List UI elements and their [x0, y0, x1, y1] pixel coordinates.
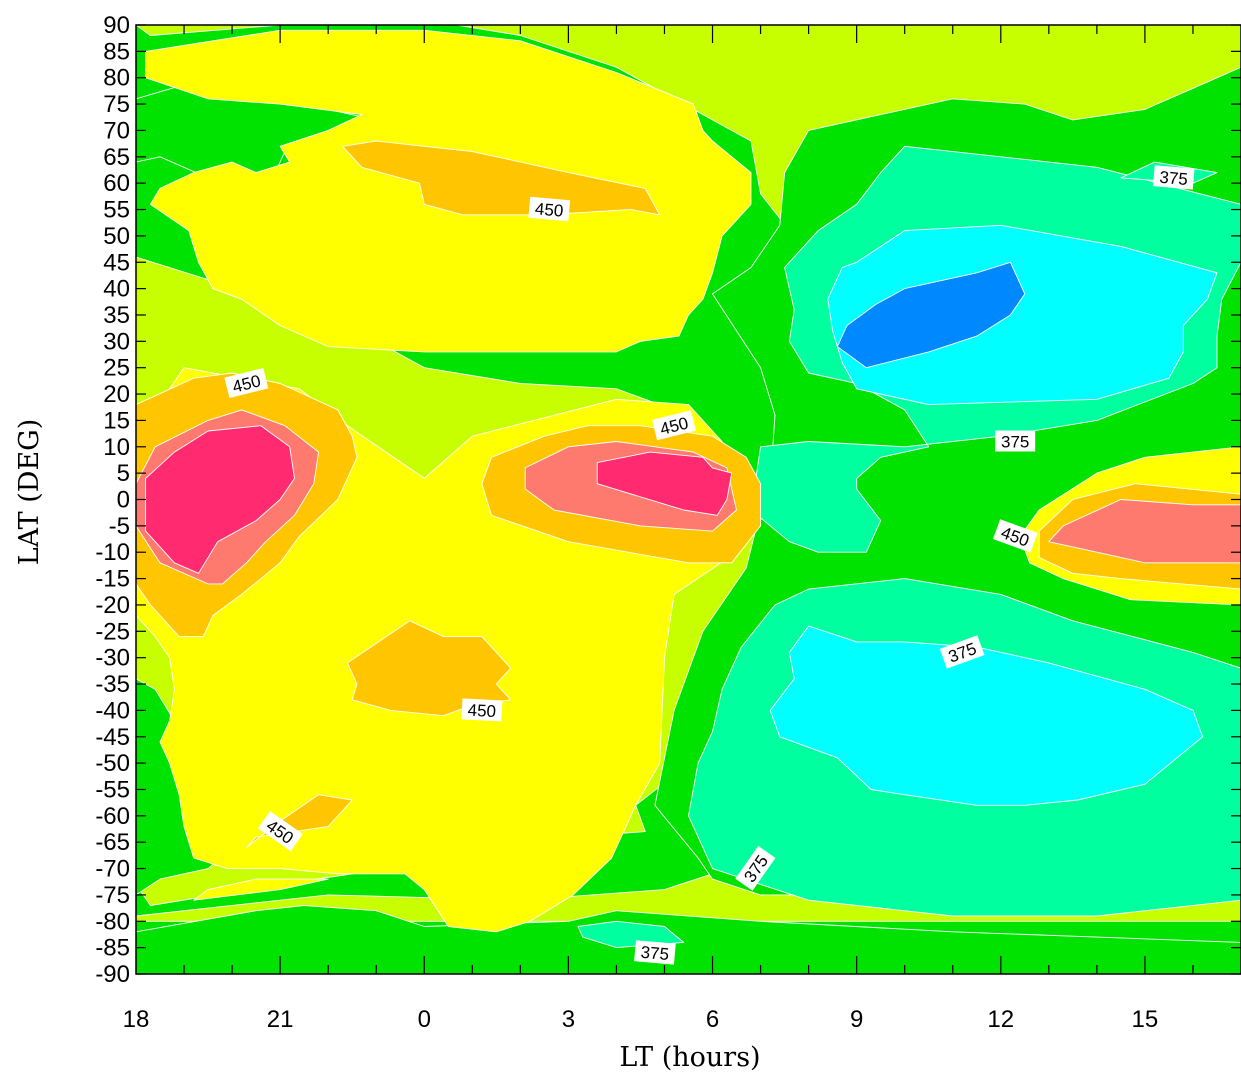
y-tick-label: 30	[103, 328, 130, 355]
y-tick-label: 75	[103, 91, 130, 118]
y-tick-label: -80	[95, 908, 130, 935]
x-tick-label: 21	[267, 1006, 294, 1033]
y-tick-label: -85	[95, 935, 130, 962]
y-tick-label: -45	[95, 724, 130, 751]
contour-region-upper-cyan	[827, 224, 1218, 406]
contour-region-lower-orange	[346, 620, 512, 717]
y-tick-label: 5	[117, 460, 130, 487]
contour-regions	[136, 25, 1241, 974]
contour-label: 375	[995, 430, 1036, 452]
y-tick-label: -65	[95, 829, 130, 856]
x-axis: 18 21 0 3 6 9 12 15	[123, 25, 1194, 1033]
contour-region-right-salmon	[1048, 499, 1241, 564]
contour-region-left-magenta	[145, 425, 295, 574]
contour-label-background	[652, 410, 696, 441]
contour-label-background	[257, 811, 303, 852]
contour-label-background	[992, 519, 1038, 553]
y-tick-label: 15	[103, 407, 130, 434]
contour-region-center-magenta	[596, 451, 733, 516]
y-tick-label: 55	[103, 197, 130, 224]
x-tick-label: 15	[1132, 1006, 1159, 1033]
y-tick-label: -75	[95, 882, 130, 909]
y-tick-label: -90	[95, 961, 130, 988]
y-tick-label: -25	[95, 618, 130, 645]
contour-region-lower-left-yellow	[193, 878, 329, 901]
y-tick-label: -55	[95, 776, 130, 803]
contour-label-background	[995, 430, 1036, 452]
contour-label: 375	[1152, 165, 1195, 190]
y-tick-label: 20	[103, 381, 130, 408]
x-tick-label: 6	[706, 1006, 719, 1033]
contour-label-background	[634, 940, 676, 965]
y-tick-label: -35	[95, 671, 130, 698]
contour-label-text: 450	[534, 199, 564, 220]
contour-label-background	[224, 367, 269, 399]
y-tick-label: -70	[95, 856, 130, 883]
y-tick-label: -50	[95, 750, 130, 777]
x-tick-label: 18	[123, 1006, 150, 1033]
y-tick-label: 60	[103, 170, 130, 197]
y-tick-label: 0	[117, 487, 130, 514]
contour-label: 450	[461, 698, 503, 722]
contour-label-text: 375	[1159, 168, 1189, 189]
x-tick-label: 3	[562, 1006, 575, 1033]
contour-region-top-orange	[342, 140, 661, 216]
y-tick-label: 10	[103, 434, 130, 461]
x-tick-label: 12	[987, 1006, 1014, 1033]
y-tick-label: 40	[103, 276, 130, 303]
contour-label-background	[939, 635, 985, 669]
x-tick-label: 9	[850, 1006, 863, 1033]
contour-region-small-bottom	[577, 920, 685, 949]
y-tick-label: -20	[95, 592, 130, 619]
y-tick-label: -5	[109, 513, 130, 540]
y-tick-label: -60	[95, 803, 130, 830]
contour-label-background	[528, 196, 571, 222]
contour-label: 375	[634, 940, 676, 965]
y-tick-label: 80	[103, 65, 130, 92]
y-tick-label: 35	[103, 302, 130, 329]
y-tick-label: 90	[103, 12, 130, 39]
y-tick-label: 25	[103, 355, 130, 382]
x-axis-title: LT (hours)	[619, 1042, 760, 1073]
y-tick-label: -30	[95, 645, 130, 672]
contour-label: 450	[528, 196, 571, 222]
y-tick-label: -40	[95, 697, 130, 724]
x-tick-label: 0	[418, 1006, 431, 1033]
y-tick-label: -15	[95, 566, 130, 593]
contour-label-text: 450	[467, 701, 496, 721]
contour-region-lower-cyan	[769, 625, 1204, 806]
y-tick-label: 50	[103, 223, 130, 250]
contour-label-text: 375	[1001, 433, 1029, 452]
y-axis: 908580757065605550454035302520151050-5-1…	[95, 12, 1241, 988]
y-tick-label: 65	[103, 144, 130, 171]
contour-label-background	[735, 845, 776, 891]
y-tick-label: 85	[103, 38, 130, 65]
contour-label-background	[1152, 165, 1195, 190]
y-tick-label: -10	[95, 539, 130, 566]
plot-area	[136, 25, 1241, 974]
contour-label-text: 375	[640, 943, 670, 964]
y-tick-label: 70	[103, 117, 130, 144]
y-tick-label: 45	[103, 249, 130, 276]
contour-label: 450	[257, 811, 303, 852]
contour-region-bottom-strip	[136, 905, 1241, 974]
contour-region-deep-blue	[836, 261, 1026, 369]
y-axis-title: LAT (DEG)	[14, 419, 45, 566]
contour-label-background	[461, 698, 503, 722]
